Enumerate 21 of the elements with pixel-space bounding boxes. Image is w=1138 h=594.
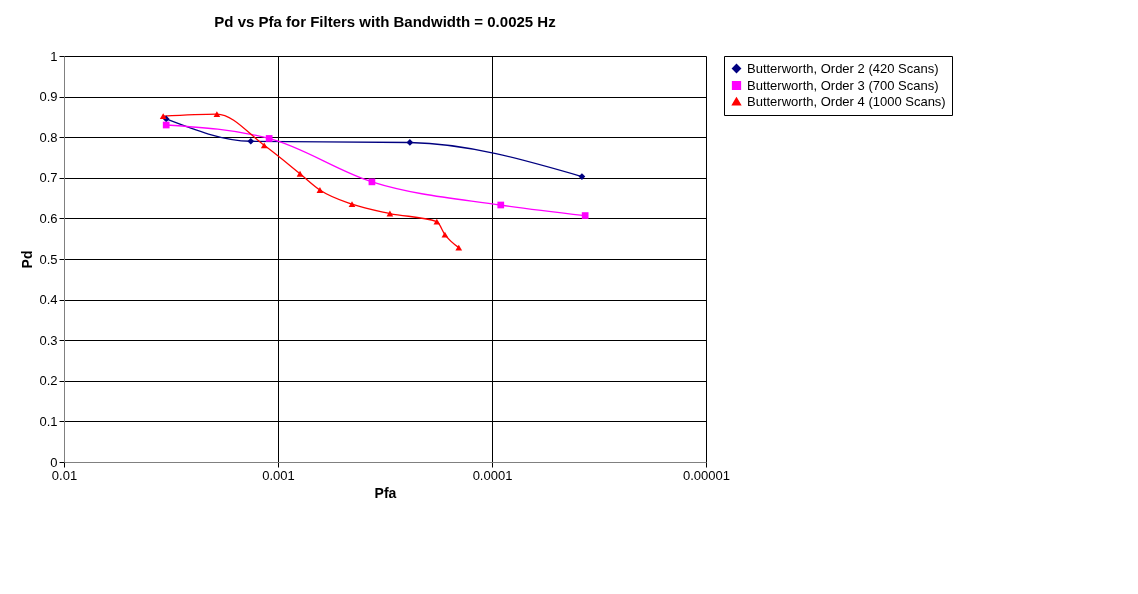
y-tick-label: 0.3 [39, 332, 58, 348]
y-tick-label: 0.5 [39, 251, 58, 267]
x-tick-label: 0.0001 [472, 467, 513, 483]
y-tick-label: 0.6 [39, 210, 58, 226]
y-tick-label: 0 [50, 454, 58, 470]
x-tick-label: 0.001 [262, 467, 295, 483]
x-axis-title: Pfa [374, 484, 397, 501]
y-tick-label: 0.1 [39, 413, 58, 429]
legend-label: Butterworth, Order 3 (700 Scans) [747, 77, 939, 93]
chart-title: Pd vs Pfa for Filters with Bandwidth = 0.0025 Hz [214, 13, 556, 30]
x-tick-label: 0.01 [51, 467, 78, 483]
legend-label: Butterworth, Order 2 (420 Scans) [747, 60, 939, 76]
y-tick-label: 0.7 [39, 170, 58, 186]
y-tick-label: 0.2 [39, 373, 58, 389]
y-tick-label: 0.9 [39, 89, 58, 105]
y-tick-label: 0.4 [39, 292, 58, 308]
legend-label: Butterworth, Order 4 (1000 Scans) [747, 93, 946, 109]
y-tick-label: 1 [50, 48, 58, 64]
x-tick-label: 0.00001 [683, 467, 730, 483]
y-axis-title: Pd [19, 250, 36, 269]
y-tick-label: 0.8 [39, 129, 58, 145]
